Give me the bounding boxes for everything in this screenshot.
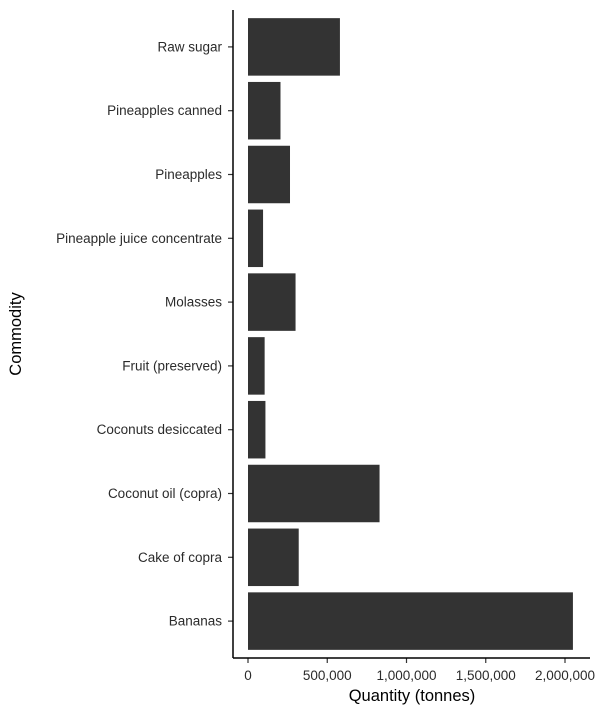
bar-coconut-oil-copra: [248, 464, 380, 523]
bar-raw-sugar: [248, 18, 340, 76]
category-label: Fruit (preserved): [122, 358, 222, 373]
category-label: Raw sugar: [157, 39, 222, 54]
bar-pineapples-canned: [248, 81, 281, 140]
x-tick-label: 0: [244, 668, 252, 683]
category-label: Pineapples: [155, 167, 222, 182]
category-label: Pineapples canned: [107, 103, 222, 118]
bar-coconuts-desiccated: [248, 400, 266, 459]
x-axis-title: Quantity (tonnes): [349, 687, 476, 705]
bar-pineapple-juice-concentrate: [248, 209, 264, 268]
x-tick-label: 2,000,000: [535, 668, 595, 683]
category-label: Molasses: [165, 295, 222, 310]
bars-group: [248, 18, 573, 650]
category-labels: Raw sugar Pineapples canned Pineapples Pine…: [56, 39, 222, 628]
category-label: Pineapple juice concentrate: [56, 231, 222, 246]
category-label: Bananas: [169, 614, 223, 629]
bar-pineapples: [248, 145, 291, 204]
y-axis-ticks: [228, 46, 233, 622]
x-tick-label: 1,000,000: [376, 668, 436, 683]
bar-fruit-preserved: [248, 337, 265, 395]
category-label: Coconut oil (copra): [108, 486, 222, 501]
bar-bananas: [248, 592, 573, 650]
category-label: Coconuts desiccated: [97, 422, 222, 437]
category-label: Cake of copra: [138, 550, 223, 565]
x-tick-label: 1,500,000: [456, 668, 516, 683]
x-axis-ticks: 0 500,000 1,000,000 1,500,000 2,000,000: [244, 658, 595, 683]
bar-cake-of-copra: [248, 528, 299, 587]
bar-molasses: [248, 273, 296, 331]
y-axis-title: Commodity: [7, 292, 25, 376]
x-tick-label: 500,000: [303, 668, 352, 683]
